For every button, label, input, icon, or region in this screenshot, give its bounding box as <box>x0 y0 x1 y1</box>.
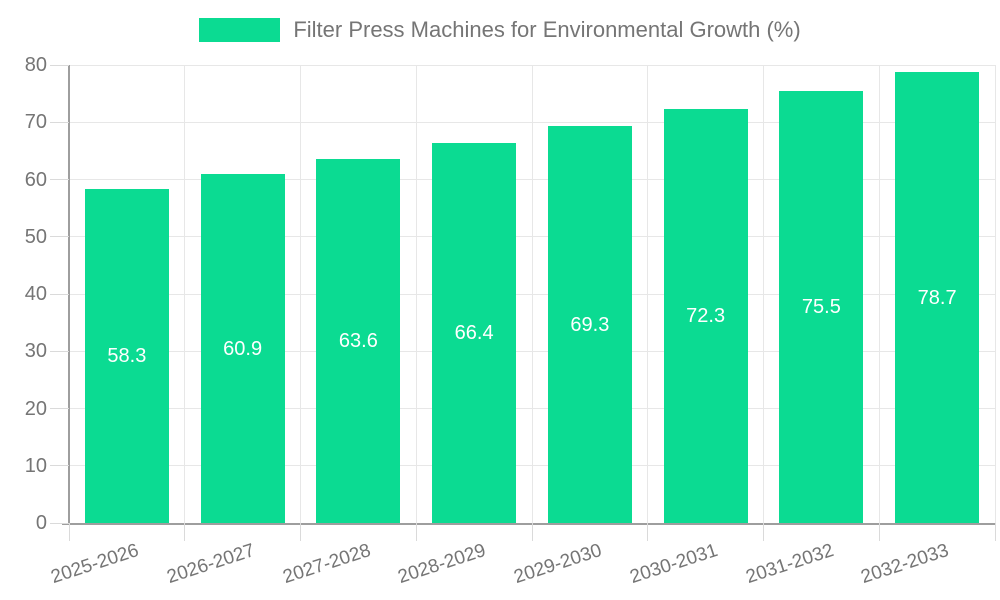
x-gridline <box>531 65 533 523</box>
x-axis-label: 2030-2031 <box>627 540 721 589</box>
y-tick <box>50 293 69 295</box>
plot-area: 58.3 60.9 63.6 66.4 69.3 72.3 75.5 78.7 <box>69 64 996 523</box>
x-axis-line <box>62 523 995 525</box>
bar[interactable]: 60.9 <box>200 174 285 523</box>
bar-value-label: 60.9 <box>223 337 263 360</box>
bar-value-label: 75.5 <box>801 295 841 318</box>
y-tick <box>50 465 69 467</box>
y-tick <box>50 121 69 123</box>
x-tick <box>415 523 417 541</box>
bar-value-label: 78.7 <box>917 286 957 309</box>
x-axis-label: 2028-2029 <box>395 540 489 589</box>
x-tick <box>300 523 301 541</box>
x-gridline <box>415 65 417 523</box>
bar[interactable]: 58.3 <box>84 189 169 523</box>
bar[interactable]: 69.3 <box>547 126 632 523</box>
bar[interactable]: 66.4 <box>432 142 517 523</box>
bar[interactable]: 75.5 <box>779 90 864 523</box>
y-axis-label: 0 <box>35 512 47 534</box>
y-axis-label: 20 <box>24 397 47 420</box>
y-tick <box>50 236 69 238</box>
x-tick <box>531 523 533 541</box>
x-axis-label: 2026-2027 <box>164 540 258 589</box>
x-gridline <box>763 65 764 523</box>
x-axis-label: 2029-2030 <box>511 540 605 589</box>
y-tick <box>50 179 69 180</box>
x-axis-label: 2031-2032 <box>742 540 836 589</box>
x-tick <box>647 523 649 541</box>
y-axis-line <box>68 65 70 523</box>
y-tick <box>50 350 69 352</box>
x-gridline <box>300 65 301 523</box>
y-axis-label: 50 <box>24 225 47 248</box>
y-axis-label: 70 <box>24 111 47 134</box>
bar-value-label: 66.4 <box>454 321 494 344</box>
x-tick <box>68 523 70 541</box>
x-gridline <box>994 65 996 523</box>
x-axis-label: 2032-2033 <box>858 540 952 589</box>
bar-value-label: 72.3 <box>686 305 726 328</box>
bar-value-label: 58.3 <box>107 345 147 368</box>
x-axis-label: 2027-2028 <box>279 540 373 589</box>
y-axis-label: 40 <box>24 283 47 305</box>
x-gridline <box>647 65 649 523</box>
y-tick <box>50 64 69 66</box>
y-axis-label: 10 <box>24 454 47 477</box>
legend-item[interactable]: Filter Press Machines for Environmental … <box>0 17 1000 43</box>
y-axis-label: 80 <box>24 54 47 76</box>
x-tick <box>994 523 996 541</box>
x-tick <box>763 523 764 541</box>
legend-swatch <box>199 18 281 42</box>
bar[interactable]: 78.7 <box>895 72 980 523</box>
bar-value-label: 63.6 <box>338 329 378 352</box>
x-tick <box>878 523 880 541</box>
bar[interactable]: 72.3 <box>663 109 748 523</box>
bar[interactable]: 63.6 <box>316 158 401 523</box>
x-gridline <box>878 65 880 523</box>
y-tick <box>50 408 69 409</box>
x-gridline <box>184 65 186 523</box>
x-axis-label: 2025-2026 <box>48 540 142 589</box>
legend-label: Filter Press Machines for Environmental … <box>293 17 801 42</box>
y-axis-label: 60 <box>24 168 47 191</box>
y-axis-label: 30 <box>24 340 47 363</box>
x-tick <box>184 523 186 541</box>
bar-value-label: 69.3 <box>570 313 610 336</box>
y-tick <box>50 522 69 524</box>
